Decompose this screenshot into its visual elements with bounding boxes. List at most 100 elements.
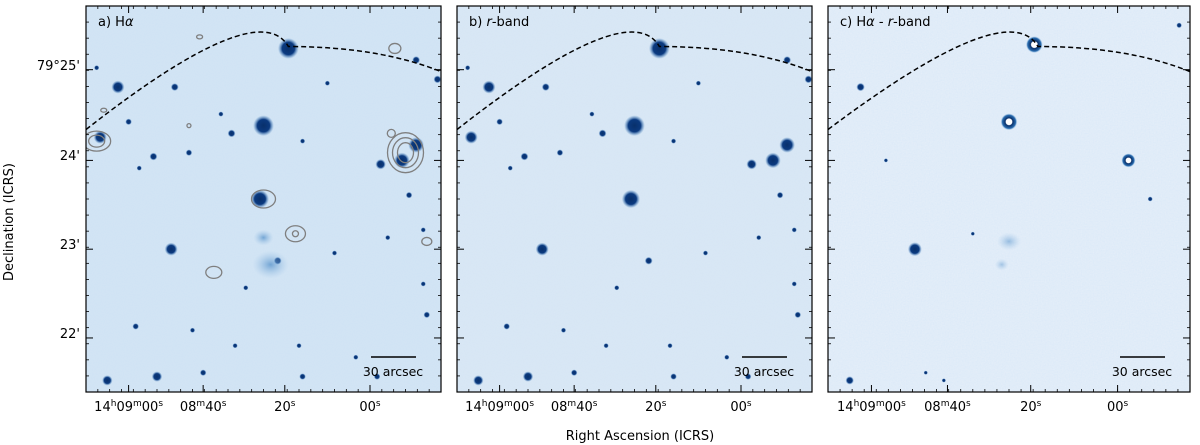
source xyxy=(648,38,670,59)
source xyxy=(218,111,224,117)
source xyxy=(845,376,854,385)
source xyxy=(791,281,797,287)
contour xyxy=(388,42,402,55)
x-tick-label: 08m40s xyxy=(180,399,227,415)
contour xyxy=(88,134,106,148)
source xyxy=(185,149,193,156)
panel-a: 30 arcsec a) Hα 14h09m00s 08m40s 20s 00s xyxy=(85,5,442,415)
source xyxy=(253,115,274,137)
source xyxy=(232,343,238,349)
x-tick-label: 20s xyxy=(274,399,296,415)
y-tick-label: 24' xyxy=(60,149,80,164)
source xyxy=(170,83,179,91)
contour xyxy=(421,236,433,247)
source xyxy=(695,80,702,86)
x-tick-label: 00s xyxy=(359,399,381,415)
source xyxy=(277,38,299,59)
source xyxy=(970,231,975,236)
x-tick-label: 08m40s xyxy=(924,399,971,415)
panel-image xyxy=(828,6,1190,392)
source xyxy=(644,256,653,265)
source xyxy=(1147,196,1153,202)
y-tick-label: 23' xyxy=(60,238,80,253)
emission-region xyxy=(252,250,289,279)
source xyxy=(702,250,709,256)
contour xyxy=(396,142,415,164)
scale-bar-label: 30 arcsec xyxy=(363,364,423,379)
panel-label: a) Hα xyxy=(98,15,134,30)
source xyxy=(299,138,306,144)
source xyxy=(907,242,922,257)
source xyxy=(420,281,426,287)
contour xyxy=(86,130,112,152)
source xyxy=(1176,22,1182,29)
y-tick-label: 22' xyxy=(60,327,80,342)
source xyxy=(496,118,503,126)
source xyxy=(791,227,797,233)
source xyxy=(856,82,865,92)
source xyxy=(507,165,513,171)
source xyxy=(603,343,609,349)
panel-image xyxy=(457,6,812,392)
source xyxy=(331,250,338,256)
scale-bar-label: 30 arcsec xyxy=(734,364,794,379)
source xyxy=(394,152,410,169)
source xyxy=(522,371,534,382)
source xyxy=(373,373,381,380)
source xyxy=(102,375,113,386)
source xyxy=(746,159,757,170)
source xyxy=(1025,36,1043,53)
source xyxy=(724,354,730,360)
source xyxy=(423,311,431,319)
source xyxy=(779,137,795,153)
image-noise xyxy=(828,6,1190,392)
source xyxy=(227,129,236,138)
source xyxy=(405,191,413,199)
source xyxy=(324,80,330,86)
x-tick-label: 20s xyxy=(645,399,667,415)
contour xyxy=(205,265,223,279)
source xyxy=(375,159,386,170)
source xyxy=(1121,153,1136,168)
source xyxy=(670,373,677,380)
source xyxy=(560,327,567,333)
source xyxy=(776,191,784,199)
contour xyxy=(386,128,396,139)
contour xyxy=(386,132,425,174)
x-tick-label: 00s xyxy=(730,399,752,415)
source xyxy=(598,129,607,138)
source xyxy=(420,227,426,233)
source xyxy=(125,118,132,126)
footprint-dashed-line xyxy=(86,31,441,131)
contour xyxy=(195,34,204,40)
emission-region xyxy=(994,258,1009,271)
source xyxy=(464,130,478,144)
panel-image xyxy=(86,6,441,392)
source xyxy=(570,369,578,376)
source xyxy=(250,189,270,209)
contour xyxy=(250,189,277,209)
x-tick-label: 14h09m00s xyxy=(94,399,163,415)
source xyxy=(765,152,781,169)
footprint-dashed-line xyxy=(457,31,812,131)
source xyxy=(624,115,645,137)
footprint-dashed-line xyxy=(828,31,1190,131)
source xyxy=(189,327,196,333)
scale-bar-label: 30 arcsec xyxy=(1112,364,1172,379)
source xyxy=(794,311,802,319)
source xyxy=(132,323,139,330)
emission-region xyxy=(997,232,1021,251)
source xyxy=(465,65,471,71)
source xyxy=(385,235,391,241)
source xyxy=(883,158,889,163)
source xyxy=(111,80,125,94)
source xyxy=(473,375,484,386)
source xyxy=(520,152,529,161)
source xyxy=(199,369,207,376)
source xyxy=(589,111,595,117)
y-tick-label: 79°25' xyxy=(37,59,80,74)
contour xyxy=(186,123,192,129)
x-tick-label: 14h09m00s xyxy=(837,399,906,415)
source xyxy=(756,235,762,241)
source xyxy=(136,165,142,171)
